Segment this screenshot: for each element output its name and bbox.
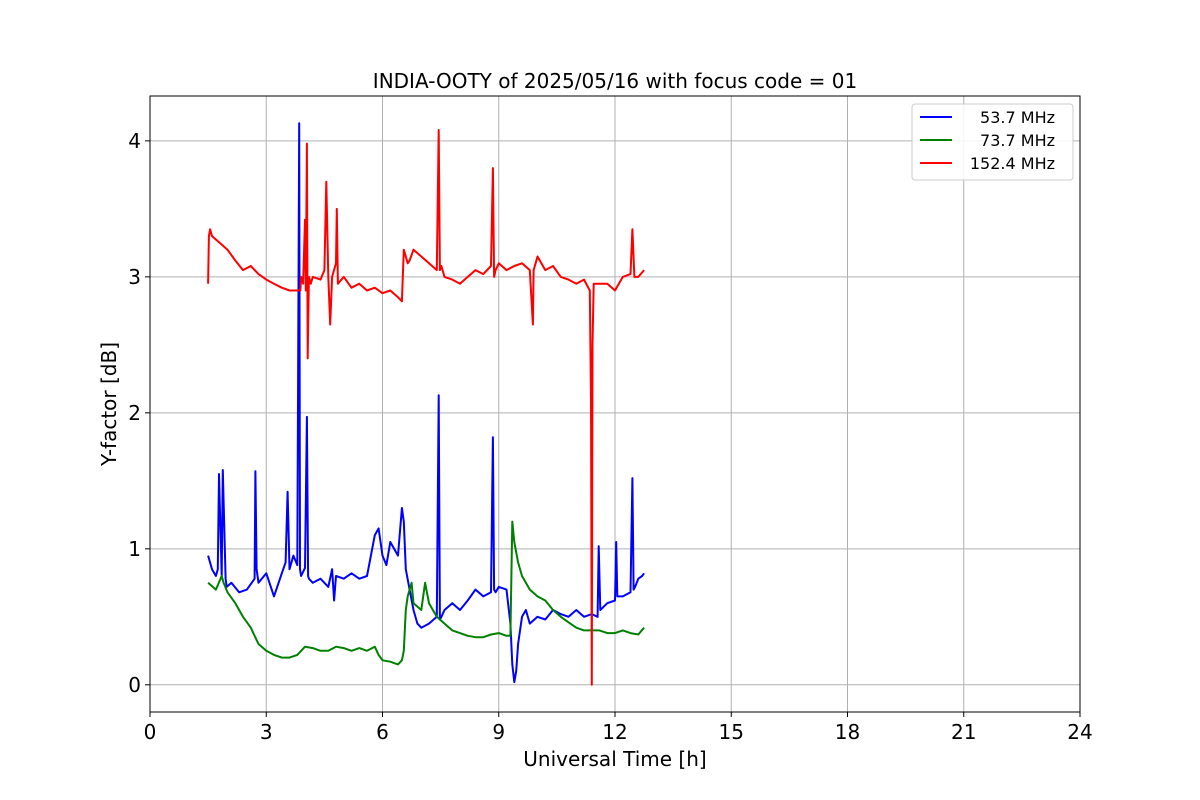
series-line-53-7-mhz <box>207 122 645 684</box>
x-tick-label: 0 <box>144 720 157 744</box>
x-tick-label: 15 <box>719 720 744 744</box>
legend-label: 73.7 MHz <box>980 131 1055 150</box>
legend: 53.7 MHz 73.7 MHz 152.4 MHz <box>911 103 1074 181</box>
x-tick-label: 6 <box>376 720 389 744</box>
x-tick-label: 18 <box>835 720 860 744</box>
y-tick-label: 2 <box>128 401 141 425</box>
x-tick-label: 3 <box>260 720 273 744</box>
x-tick-label: 24 <box>1067 720 1092 744</box>
y-tick-label: 3 <box>128 265 141 289</box>
series-line-73-7-mhz <box>207 520 645 666</box>
x-axis-title: Universal Time [h] <box>523 747 706 771</box>
chart-title: INDIA-OOTY of 2025/05/16 with focus code… <box>373 69 857 93</box>
legend-label: 53.7 MHz <box>980 108 1055 127</box>
y-tick-label: 0 <box>128 673 141 697</box>
x-tick-label: 9 <box>492 720 505 744</box>
y-tick-label: 4 <box>128 129 141 153</box>
series-line-152-4-mhz <box>207 129 645 686</box>
legend-label: 152.4 MHz <box>970 154 1055 173</box>
y-axis-title: Y-factor [dB] <box>97 342 121 467</box>
y-tick-label: 1 <box>128 537 141 561</box>
legend-box <box>911 103 1074 181</box>
x-tick-label: 21 <box>951 720 976 744</box>
series-layer <box>207 122 645 686</box>
x-tick-label: 12 <box>602 720 627 744</box>
